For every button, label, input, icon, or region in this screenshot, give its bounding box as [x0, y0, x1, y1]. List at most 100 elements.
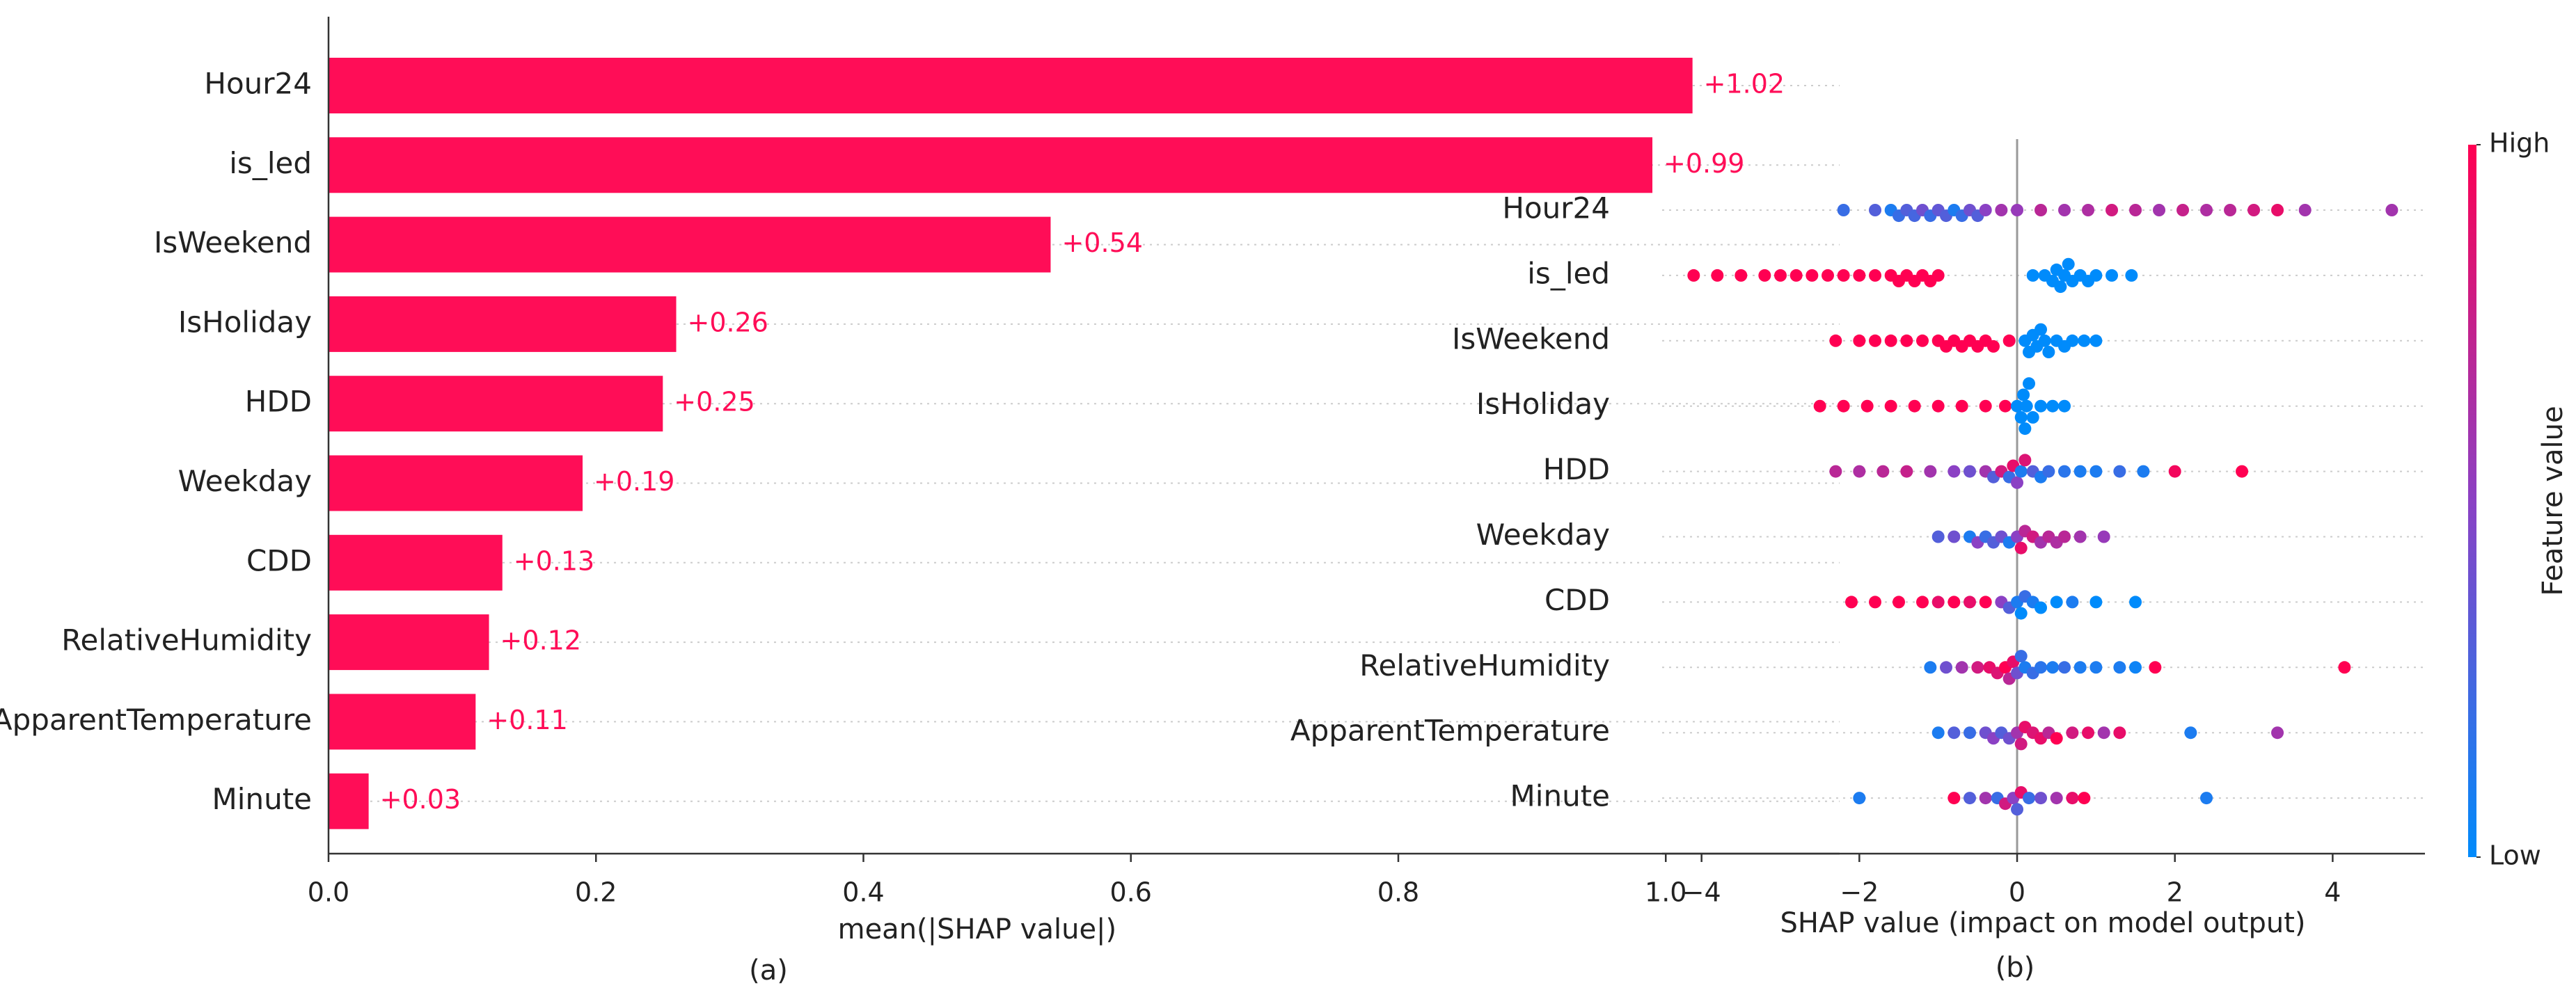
point — [2042, 465, 2055, 478]
panel-label: (a) — [749, 955, 788, 987]
point — [2034, 323, 2048, 336]
point — [2042, 346, 2055, 358]
point — [2026, 269, 2039, 282]
point — [2014, 607, 2028, 620]
point — [2271, 726, 2284, 740]
bar — [329, 455, 583, 511]
point — [1979, 399, 1992, 413]
x-tick-label: 0 — [2009, 877, 2025, 908]
point — [2011, 399, 2024, 413]
value-label: +0.99 — [1664, 148, 1744, 179]
point — [2054, 280, 2067, 294]
value-label: +0.54 — [1061, 227, 1142, 258]
x-tick-label: 0.8 — [1377, 877, 1419, 908]
point — [2097, 530, 2110, 543]
value-label: +0.11 — [487, 705, 567, 735]
point — [2017, 388, 2030, 401]
point — [2018, 454, 2032, 467]
point — [1979, 596, 1992, 609]
point — [2082, 204, 2095, 216]
point — [1979, 204, 1992, 216]
bar — [329, 137, 1653, 193]
x-tick-label: 0.4 — [842, 877, 884, 908]
point — [1908, 399, 1921, 413]
y-tick-label: IsWeekend — [154, 225, 312, 260]
colorbar-label: Feature value — [2537, 406, 2569, 596]
point — [2082, 726, 2095, 740]
point — [2066, 334, 2079, 347]
panel-label: (b) — [1996, 952, 2035, 984]
point — [1979, 792, 1992, 805]
y-tick-label: HDD — [245, 385, 312, 419]
point — [1924, 661, 1937, 674]
y-tick-label: CDD — [1544, 583, 1610, 617]
y-tick-label: HDD — [1543, 452, 1610, 486]
point — [2058, 465, 2071, 478]
point — [1711, 269, 1724, 282]
y-tick-label: is_led — [1527, 256, 1610, 290]
y-tick-label: CDD — [246, 543, 312, 577]
point — [1853, 269, 1866, 282]
value-label: +0.25 — [674, 387, 754, 417]
y-tick-label: IsWeekend — [1452, 321, 1610, 356]
x-tick-label: 0.6 — [1110, 877, 1152, 908]
point — [1869, 596, 1882, 609]
point — [2247, 204, 2261, 216]
point — [2014, 410, 2028, 424]
point — [2011, 476, 2024, 489]
bar — [329, 614, 489, 671]
y-tick-label: ApparentTemperature — [1290, 714, 1610, 748]
y-tick-label: ApparentTemperature — [0, 703, 312, 737]
bar — [329, 216, 1051, 273]
point — [2200, 204, 2213, 216]
point — [1876, 465, 1890, 478]
point — [1853, 792, 1866, 805]
point — [2014, 650, 2028, 663]
point — [1963, 596, 1977, 609]
point — [2176, 204, 2190, 216]
point — [1687, 269, 1700, 282]
y-tick-label: RelativeHumidity — [61, 623, 312, 657]
point — [2078, 334, 2091, 347]
point — [2298, 204, 2312, 216]
y-tick-label: Hour24 — [1502, 191, 1610, 225]
value-label: +0.26 — [688, 307, 768, 337]
point — [1916, 596, 1929, 609]
point — [2020, 399, 2033, 413]
point — [2023, 792, 2036, 805]
point — [1845, 596, 1858, 609]
point — [2089, 596, 2103, 609]
point — [1963, 726, 1977, 740]
point — [1774, 269, 1787, 282]
point — [2050, 596, 2063, 609]
point — [1947, 596, 1961, 609]
point — [1837, 204, 1850, 216]
x-axis-label: SHAP value (impact on model output) — [1780, 907, 2306, 939]
point — [2014, 541, 2028, 554]
y-tick-label: Weekday — [1476, 518, 1610, 552]
point — [2002, 334, 2016, 347]
value-label: +0.13 — [514, 545, 594, 576]
x-tick-label: 2 — [2167, 877, 2183, 908]
point — [1805, 269, 1819, 282]
point — [2097, 726, 2110, 740]
point — [1869, 334, 1882, 347]
point — [1955, 661, 1968, 674]
y-tick-label: IsHoliday — [178, 305, 312, 339]
point — [2050, 792, 2063, 805]
point — [2066, 726, 2079, 740]
point — [1963, 792, 1977, 805]
bar — [329, 534, 503, 591]
x-tick-label: 0.2 — [575, 877, 617, 908]
point — [2089, 661, 2103, 674]
point — [1853, 334, 1866, 347]
x-tick-label: −4 — [1682, 877, 1721, 908]
value-label: +0.19 — [594, 466, 674, 497]
point — [1853, 465, 1866, 478]
point — [1893, 596, 1906, 609]
point — [1931, 726, 1945, 740]
point — [1860, 399, 1874, 413]
point — [1789, 269, 1803, 282]
point — [2058, 530, 2071, 543]
